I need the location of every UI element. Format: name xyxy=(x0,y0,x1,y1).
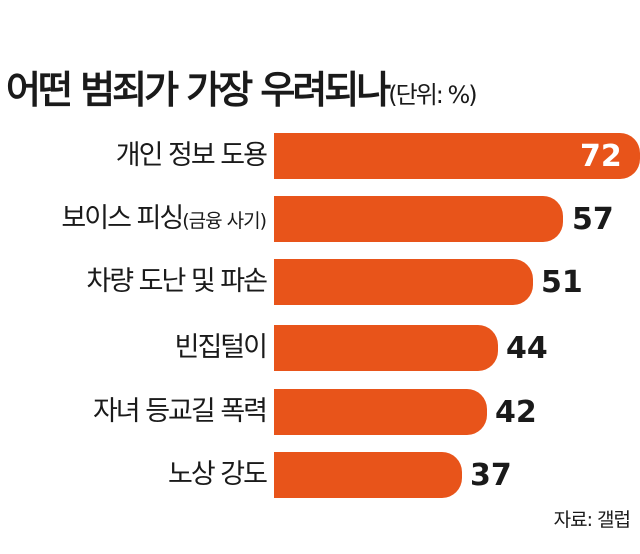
bar-row: 보이스 피싱(금융 사기) 57 xyxy=(0,196,640,242)
title-unit: (단위: %) xyxy=(388,81,477,109)
bar xyxy=(274,133,640,179)
bar-label: 빈집털이 xyxy=(174,332,268,363)
bar-value: 37 xyxy=(470,458,512,493)
bar-label: 개인 정보 도용 xyxy=(115,140,268,171)
bar xyxy=(274,389,487,435)
bar-value: 51 xyxy=(541,265,583,300)
bar xyxy=(274,452,462,498)
chart-title: 어떤 범죄가 가장 우려되나(단위: %) xyxy=(6,66,478,119)
bar xyxy=(274,325,498,371)
bar-label: 차량 도난 및 파손 xyxy=(86,266,268,297)
bar-label: 노상 강도 xyxy=(168,459,268,490)
bar-row: 개인 정보 도용 72 xyxy=(0,133,640,179)
bar-label: 자녀 등교길 폭력 xyxy=(92,396,268,427)
bar-label: 보이스 피싱(금융 사기) xyxy=(61,203,267,234)
source-note: 자료: 갤럽 xyxy=(553,509,631,531)
bar-value: 44 xyxy=(506,331,548,366)
bar-row: 자녀 등교길 폭력 42 xyxy=(0,389,640,435)
bar-row: 차량 도난 및 파손 51 xyxy=(0,259,640,305)
bar-value: 72 xyxy=(580,139,622,174)
bar-value: 42 xyxy=(495,395,537,430)
bar xyxy=(274,196,563,242)
bar-row: 노상 강도 37 xyxy=(0,452,640,498)
bar-value: 57 xyxy=(572,202,614,237)
title-main: 어떤 범죄가 가장 우려되나 xyxy=(6,68,391,112)
bar xyxy=(274,259,533,305)
bar-row: 빈집털이 44 xyxy=(0,325,640,371)
